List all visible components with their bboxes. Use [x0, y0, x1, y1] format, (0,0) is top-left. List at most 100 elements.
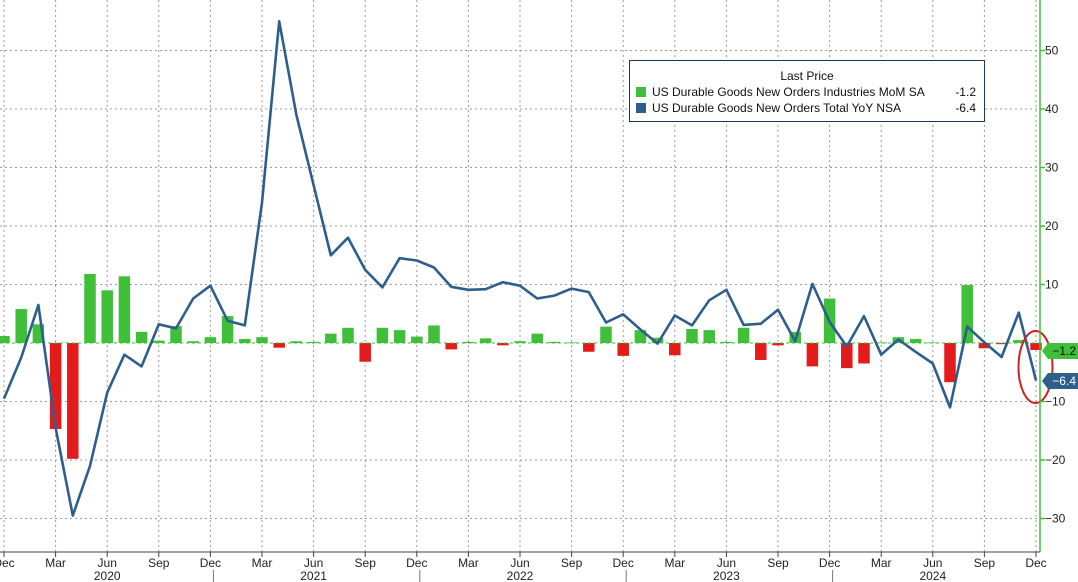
x-tick-label: Jun: [98, 556, 117, 570]
mom-bar: [376, 327, 389, 343]
x-tick-label: Jun: [717, 556, 736, 570]
badge-yoy: −6.4: [1042, 373, 1078, 389]
mom-bar: [737, 327, 750, 343]
x-year-label: 2022: [507, 569, 534, 582]
mom-bar: [548, 341, 561, 343]
x-tick-label: Mar: [871, 556, 892, 570]
mom-bar: [342, 327, 354, 343]
mom-bar: [462, 341, 475, 343]
last-value-badges: −1.2 −6.4: [1042, 343, 1078, 389]
badge-mom-text: −1.2: [1052, 344, 1076, 358]
mom-bar: [875, 342, 887, 344]
legend-value-yoy: -6.4: [955, 101, 976, 115]
x-tick-label: Dec: [1025, 556, 1046, 570]
mom-bar: [479, 338, 492, 343]
mom-bar: [755, 343, 767, 360]
mom-bar: [170, 326, 182, 343]
mom-bar: [445, 343, 457, 350]
legend-swatch-yoy: [636, 103, 646, 113]
x-year-label: 2021: [300, 569, 327, 582]
mom-bar: [411, 336, 423, 343]
mom-bar: [393, 330, 406, 343]
y-tick-label: 20: [1045, 219, 1059, 233]
mom-bar-series: [0, 273, 1042, 459]
mom-bar: [617, 343, 629, 356]
mom-bar: [531, 333, 543, 343]
mom-bar: [978, 343, 991, 349]
x-tick-label: Mar: [664, 556, 685, 570]
mom-bar: [32, 324, 45, 343]
mom-bar: [669, 343, 681, 356]
x-tick-label: Dec: [613, 556, 634, 570]
y-tick-label: −20: [1045, 453, 1066, 467]
mom-bar: [256, 337, 268, 343]
legend-label-mom: US Durable Goods New Orders Industries M…: [652, 85, 925, 99]
y-tick-label: −10: [1045, 395, 1066, 409]
legend-entry-mom: US Durable Goods New Orders Industries M…: [636, 85, 976, 99]
legend-label-yoy: US Durable Goods New Orders Total YoY NS…: [652, 101, 902, 115]
yoy-line-series: [2, 19, 1038, 517]
mom-bar: [514, 341, 526, 343]
x-axis-ticks: Dec Mar Jun Sep Dec Mar Jun Sep Dec Mar Jun Sep Dec M…: [0, 552, 1047, 582]
x-tick-label: Sep: [148, 556, 170, 570]
badge-mom-shape: [1042, 343, 1078, 359]
mom-bar: [703, 330, 715, 343]
badge-yoy-text: −6.4: [1052, 374, 1076, 388]
legend-title: Last Price: [780, 69, 834, 83]
x-tick-label: Dec: [0, 556, 15, 570]
x-tick-label: Sep: [561, 556, 583, 570]
y-axis-ticks: −30 −20 −10 10 20 30 40 50: [1040, 44, 1066, 526]
x-tick-label: Mar: [458, 556, 479, 570]
x-year-label: 2024: [919, 569, 946, 582]
mom-bar: [720, 341, 733, 343]
x-tick-label: Mar: [45, 556, 66, 570]
legend-value-mom: -1.2: [955, 85, 976, 99]
x-tick-label: Dec: [200, 556, 221, 570]
mom-bar: [325, 333, 337, 343]
mom-bar: [135, 331, 148, 343]
mom-bar: [944, 343, 956, 383]
legend-entry-yoy: US Durable Goods New Orders Total YoY NS…: [636, 101, 976, 115]
y-tick-label: 50: [1045, 44, 1059, 58]
x-tick-label: Sep: [974, 556, 996, 570]
mom-bar: [49, 343, 62, 429]
mom-bar: [858, 343, 870, 364]
y-tick-label: 10: [1045, 278, 1059, 292]
mom-bar: [221, 316, 234, 343]
badge-mom: −1.2: [1042, 343, 1078, 359]
mom-bar: [651, 337, 664, 343]
latest-value-highlight-circle: [1017, 330, 1054, 404]
mom-bar: [153, 340, 165, 343]
mom-bar: [239, 338, 251, 343]
mom-bar: [909, 338, 922, 343]
mom-bar: [0, 335, 10, 343]
mom-bar: [204, 337, 217, 343]
mom-bar: [961, 285, 973, 343]
mom-bar: [428, 325, 440, 343]
mom-bar: [841, 343, 853, 369]
mom-bar: [84, 273, 96, 343]
y-tick-label: −30: [1045, 512, 1066, 526]
mom-bar: [1030, 343, 1042, 351]
x-year-label: 2020: [94, 569, 121, 582]
legend-swatch-mom: [636, 87, 646, 97]
x-tick-label: Jun: [923, 556, 942, 570]
mom-bar: [772, 343, 784, 346]
x-tick-label: Sep: [355, 556, 377, 570]
badge-yoy-shape: [1042, 373, 1078, 389]
mom-bar: [1013, 340, 1025, 343]
mom-bar: [686, 328, 698, 343]
mom-bar: [118, 276, 131, 343]
mom-bar: [101, 290, 113, 343]
mom-bar: [187, 341, 199, 343]
mom-bar: [273, 343, 285, 348]
mom-bar: [290, 341, 303, 343]
x-tick-label: Mar: [252, 556, 273, 570]
mom-bar: [67, 343, 79, 459]
x-tick-label: Dec: [819, 556, 840, 570]
x-tick-label: Jun: [510, 556, 529, 570]
y-tick-label: 30: [1045, 161, 1059, 175]
mom-bar: [995, 343, 1008, 345]
mom-bar: [806, 343, 819, 367]
